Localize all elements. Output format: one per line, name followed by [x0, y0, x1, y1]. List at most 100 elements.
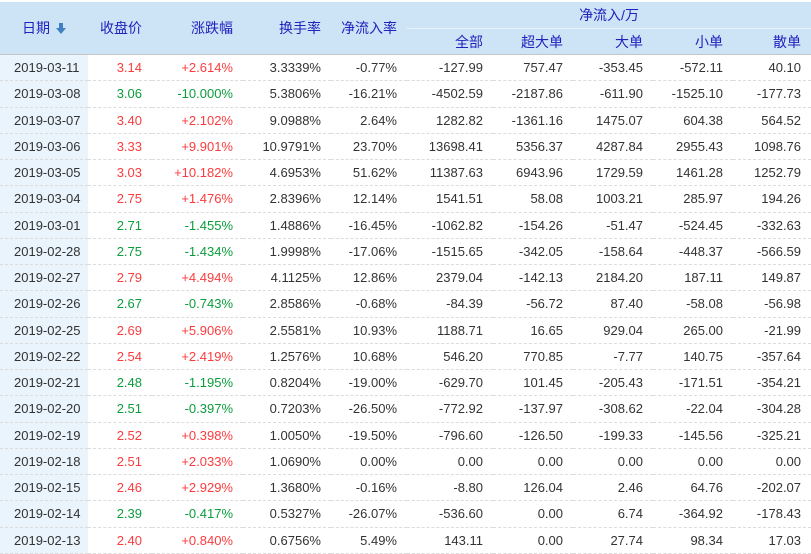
inflow-all-cell: -772.92: [407, 396, 493, 423]
close-price-cell: 2.67: [88, 291, 152, 318]
close-price-cell: 2.75: [88, 238, 152, 265]
table-row: 2019-03-04 2.75 +1.476% 2.8396% 12.14% 1…: [0, 186, 811, 213]
turnover-rate-cell: 1.3680%: [243, 475, 331, 502]
change-percent-cell: -1.455%: [152, 212, 243, 239]
column-header-date[interactable]: 日期: [0, 2, 88, 55]
change-percent-cell: +9.901%: [152, 133, 243, 160]
net-inflow-rate-cell: -19.50%: [331, 422, 407, 449]
inflow-scatter-cell: -178.43: [733, 501, 811, 528]
table-row: 2019-02-20 2.51 -0.397% 0.7203% -26.50% …: [0, 396, 811, 423]
turnover-rate-cell: 0.6756%: [243, 527, 331, 554]
change-percent-cell: -0.417%: [152, 501, 243, 528]
date-cell: 2019-02-20: [0, 396, 88, 423]
inflow-small-cell: 140.75: [653, 343, 733, 370]
net-inflow-rate-cell: -16.45%: [331, 212, 407, 239]
inflow-scatter-cell: 1098.76: [733, 133, 811, 160]
inflow-scatter-cell: -357.64: [733, 343, 811, 370]
date-cell: 2019-03-01: [0, 212, 88, 239]
inflow-extra-large-cell: -2187.86: [493, 81, 573, 108]
inflow-scatter-cell: -325.21: [733, 422, 811, 449]
inflow-extra-large-cell: 58.08: [493, 186, 573, 213]
inflow-scatter-cell: -177.73: [733, 81, 811, 108]
column-header-close[interactable]: 收盘价: [88, 2, 152, 55]
inflow-extra-large-cell: -154.26: [493, 212, 573, 239]
inflow-all-cell: -4502.59: [407, 81, 493, 108]
net-inflow-rate-cell: -0.77%: [331, 55, 407, 82]
inflow-large-cell: 1475.07: [573, 107, 653, 134]
inflow-small-cell: -145.56: [653, 422, 733, 449]
inflow-large-cell: -199.33: [573, 422, 653, 449]
net-inflow-rate-cell: -26.50%: [331, 396, 407, 423]
inflow-small-cell: -364.92: [653, 501, 733, 528]
inflow-all-cell: 143.11: [407, 527, 493, 554]
column-header-scatter[interactable]: 散单: [733, 29, 811, 55]
date-cell: 2019-03-07: [0, 107, 88, 134]
column-header-all[interactable]: 全部: [407, 29, 493, 55]
column-header-turnover[interactable]: 换手率: [243, 2, 331, 55]
inflow-large-cell: 87.40: [573, 291, 653, 318]
table-row: 2019-03-01 2.71 -1.455% 1.4886% -16.45% …: [0, 212, 811, 239]
turnover-rate-cell: 1.4886%: [243, 212, 331, 239]
inflow-large-cell: -308.62: [573, 396, 653, 423]
turnover-rate-cell: 2.8396%: [243, 186, 331, 213]
inflow-extra-large-cell: 16.65: [493, 317, 573, 344]
column-header-small[interactable]: 小单: [653, 29, 733, 55]
turnover-rate-cell: 0.5327%: [243, 501, 331, 528]
net-inflow-rate-cell: 51.62%: [331, 160, 407, 187]
inflow-large-cell: 27.74: [573, 527, 653, 554]
inflow-scatter-cell: -332.63: [733, 212, 811, 239]
table-row: 2019-02-13 2.40 +0.840% 0.6756% 5.49% 14…: [0, 527, 811, 554]
change-percent-cell: +0.398%: [152, 422, 243, 449]
table-row: 2019-02-26 2.67 -0.743% 2.8586% -0.68% -…: [0, 291, 811, 318]
inflow-extra-large-cell: 757.47: [493, 55, 573, 82]
date-cell: 2019-02-13: [0, 527, 88, 554]
date-cell: 2019-02-27: [0, 265, 88, 292]
table-row: 2019-02-14 2.39 -0.417% 0.5327% -26.07% …: [0, 501, 811, 528]
inflow-large-cell: -7.77: [573, 343, 653, 370]
column-header-large[interactable]: 大单: [573, 29, 653, 55]
close-price-cell: 3.03: [88, 160, 152, 187]
inflow-small-cell: 1461.28: [653, 160, 733, 187]
column-header-net-inflow-rate[interactable]: 净流入率: [331, 2, 407, 55]
column-group-header-net-inflow: 净流入/万: [407, 2, 811, 29]
column-header-change[interactable]: 涨跌幅: [152, 2, 243, 55]
table-row: 2019-02-28 2.75 -1.434% 1.9998% -17.06% …: [0, 238, 811, 265]
turnover-rate-cell: 1.9998%: [243, 238, 331, 265]
turnover-rate-cell: 10.9791%: [243, 133, 331, 160]
change-percent-cell: +5.906%: [152, 317, 243, 344]
inflow-small-cell: -22.04: [653, 396, 733, 423]
inflow-scatter-cell: 564.52: [733, 107, 811, 134]
sort-desc-icon: [56, 22, 66, 34]
table-row: 2019-02-27 2.79 +4.494% 4.1125% 12.86% 2…: [0, 265, 811, 292]
net-inflow-rate-cell: 10.93%: [331, 317, 407, 344]
inflow-small-cell: 285.97: [653, 186, 733, 213]
inflow-scatter-cell: -56.98: [733, 291, 811, 318]
close-price-cell: 2.48: [88, 370, 152, 397]
change-percent-cell: +2.419%: [152, 343, 243, 370]
inflow-scatter-cell: 194.26: [733, 186, 811, 213]
inflow-scatter-cell: -304.28: [733, 396, 811, 423]
date-cell: 2019-02-14: [0, 501, 88, 528]
inflow-large-cell: -158.64: [573, 238, 653, 265]
table-row: 2019-03-11 3.14 +2.614% 3.3339% -0.77% -…: [0, 55, 811, 82]
table-row: 2019-03-05 3.03 +10.182% 4.6953% 51.62% …: [0, 160, 811, 187]
inflow-large-cell: -353.45: [573, 55, 653, 82]
date-cell: 2019-03-11: [0, 55, 88, 82]
table-row: 2019-02-15 2.46 +2.929% 1.3680% -0.16% -…: [0, 475, 811, 502]
table-row: 2019-02-19 2.52 +0.398% 1.0050% -19.50% …: [0, 422, 811, 449]
inflow-small-cell: 0.00: [653, 448, 733, 475]
inflow-small-cell: -448.37: [653, 238, 733, 265]
close-price-cell: 3.33: [88, 133, 152, 160]
inflow-large-cell: 6.74: [573, 501, 653, 528]
close-price-cell: 2.46: [88, 475, 152, 502]
inflow-small-cell: 2955.43: [653, 133, 733, 160]
column-header-extra-large[interactable]: 超大单: [493, 29, 573, 55]
inflow-extra-large-cell: 0.00: [493, 527, 573, 554]
inflow-small-cell: -171.51: [653, 370, 733, 397]
change-percent-cell: +2.614%: [152, 55, 243, 82]
close-price-cell: 2.71: [88, 212, 152, 239]
close-price-cell: 2.79: [88, 265, 152, 292]
inflow-extra-large-cell: 5356.37: [493, 133, 573, 160]
net-inflow-rate-cell: -0.68%: [331, 291, 407, 318]
